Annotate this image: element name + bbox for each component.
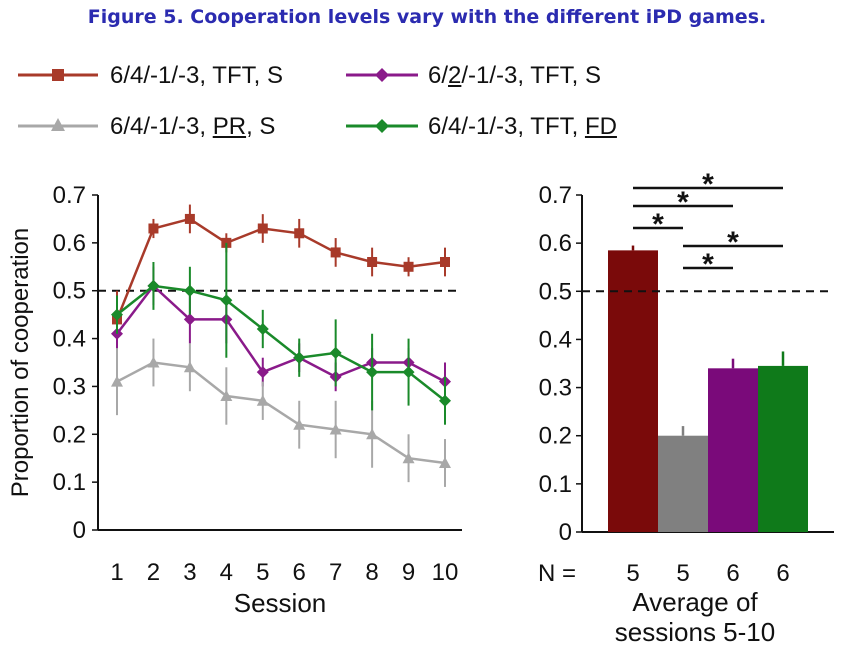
y-tick-label: 0.2 <box>539 423 572 450</box>
y-tick-label: 0.3 <box>53 373 86 400</box>
y-tick-label: 0.5 <box>53 278 86 305</box>
data-point <box>183 284 196 297</box>
n-label: N = <box>538 560 576 587</box>
data-point <box>184 213 195 224</box>
data-point <box>293 418 306 430</box>
data-point <box>402 366 415 379</box>
legend-marker-triangle-gray <box>18 118 98 131</box>
data-point <box>148 223 159 234</box>
n-value: 5 <box>626 560 639 587</box>
data-point <box>111 375 123 387</box>
x-axis-title: Average of <box>632 587 758 617</box>
data-point <box>256 394 269 406</box>
data-point <box>111 308 123 321</box>
data-point <box>257 223 268 234</box>
legend-marker-diamond-green <box>346 119 418 133</box>
x-axis-title: sessions 5-10 <box>615 617 775 647</box>
significance-star: * <box>702 248 714 281</box>
data-point <box>147 279 160 292</box>
legend-label: 6/4/-1/-3, TFT, FD <box>428 113 617 140</box>
y-tick-label: 0 <box>73 517 86 544</box>
y-tick-label: 0.2 <box>53 421 86 448</box>
data-point <box>439 394 451 407</box>
figure-title: Figure 5. Cooperation levels vary with t… <box>87 6 767 28</box>
x-tick-label: 7 <box>329 559 342 586</box>
bar <box>608 250 658 532</box>
y-tick-label: 0.7 <box>539 182 572 209</box>
x-tick-label: 6 <box>293 559 306 586</box>
significance-star: * <box>677 186 689 219</box>
data-point <box>439 457 451 468</box>
y-tick-label: 0.1 <box>539 471 572 498</box>
data-point <box>329 346 342 359</box>
significance-star: * <box>727 226 739 259</box>
x-tick-label: 4 <box>220 559 233 586</box>
data-point <box>183 361 196 373</box>
data-point <box>329 423 342 435</box>
n-value: 5 <box>676 560 689 587</box>
y-tick-label: 0.4 <box>53 326 86 353</box>
legend-marker-diamond-purple <box>346 68 418 82</box>
data-point <box>220 390 233 401</box>
series-line <box>116 284 446 383</box>
x-tick-label: 5 <box>256 559 269 586</box>
y-tick-label: 0.3 <box>539 375 572 402</box>
data-point <box>367 257 378 267</box>
x-tick-label: 8 <box>365 559 378 586</box>
data-point <box>293 351 306 364</box>
data-point <box>256 323 269 335</box>
legend-entry: 6/4/-1/-3, PR, S <box>18 111 338 141</box>
legend-label: 6/2/-1/-3, TFT, S <box>428 62 601 89</box>
significance-star: * <box>652 208 664 241</box>
data-point <box>440 257 450 267</box>
series-line <box>116 361 446 465</box>
data-point <box>147 356 160 368</box>
significance-star: * <box>702 168 714 201</box>
legend-label: 6/4/-1/-3, TFT, S <box>110 62 283 89</box>
x-tick-label: 9 <box>402 559 415 586</box>
legend-entry: 6/4/-1/-3, TFT, S <box>18 60 338 90</box>
y-tick-label: 0.4 <box>539 326 572 353</box>
x-tick-label: 10 <box>432 559 459 586</box>
series-line <box>115 217 446 320</box>
x-axis-title: Session <box>234 588 327 618</box>
data-point <box>403 261 414 272</box>
legend-entry: 6/4/-1/-3, TFT, FD <box>346 111 666 141</box>
n-value: 6 <box>726 560 739 587</box>
x-tick-label: 1 <box>110 559 123 586</box>
data-point <box>183 313 196 326</box>
series-line <box>116 284 446 402</box>
y-tick-label: 0.7 <box>53 182 86 209</box>
y-tick-label: 0.5 <box>539 278 572 305</box>
data-point <box>330 247 341 258</box>
bar <box>758 365 808 532</box>
legend-entry: 6/2/-1/-3, TFT, S <box>346 60 666 90</box>
data-point <box>294 228 305 239</box>
data-point <box>220 294 233 307</box>
y-tick-label: 0.6 <box>53 230 86 257</box>
y-tick-label: 0.1 <box>53 469 86 496</box>
data-point <box>366 366 379 379</box>
y-tick-label: 0.6 <box>539 230 572 257</box>
data-point <box>366 428 379 440</box>
legend-label: 6/4/-1/-3, PR, S <box>110 113 276 140</box>
x-tick-label: 3 <box>183 559 196 586</box>
bar <box>708 368 758 532</box>
n-value: 6 <box>776 560 789 587</box>
data-point <box>402 452 415 464</box>
legend-marker-square-red <box>18 69 98 81</box>
y-axis-title: Proportion of cooperation <box>7 228 34 498</box>
bar <box>658 435 708 532</box>
x-tick-label: 2 <box>147 559 160 586</box>
data-point <box>256 366 269 379</box>
y-tick-label: 0 <box>559 519 572 546</box>
